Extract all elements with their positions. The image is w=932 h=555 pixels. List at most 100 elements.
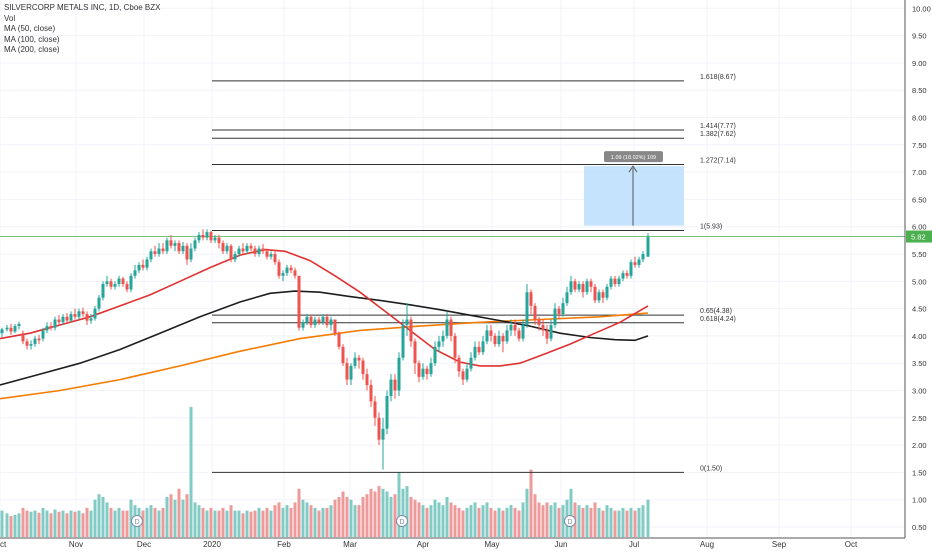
volume-bar bbox=[217, 510, 221, 537]
dividend-marker bbox=[396, 515, 408, 527]
volume-bar bbox=[185, 494, 189, 537]
volume-bar bbox=[117, 507, 121, 537]
candle-body bbox=[257, 248, 261, 254]
candle-body bbox=[0, 329, 4, 334]
candle-body bbox=[133, 270, 137, 276]
volume-bar bbox=[421, 505, 425, 537]
volume-bar bbox=[585, 505, 589, 537]
fib-label: 0.618(4.24) bbox=[700, 316, 736, 323]
volume-bar bbox=[65, 513, 69, 537]
candle-body bbox=[81, 311, 85, 315]
y-tick-label: 7.50 bbox=[912, 141, 927, 150]
candle-body bbox=[317, 319, 321, 323]
candle-body bbox=[529, 292, 533, 306]
legend-ma200[interactable]: MA (200, close) bbox=[4, 45, 60, 54]
candle-body bbox=[557, 308, 561, 315]
volume-bar bbox=[389, 496, 393, 537]
fib-label: 1.618(8.67) bbox=[700, 74, 736, 81]
volume-bar bbox=[229, 505, 233, 537]
volume-bar bbox=[0, 510, 4, 537]
candle-body bbox=[581, 284, 585, 293]
candle-body bbox=[13, 326, 17, 332]
y-tick-label: 8.00 bbox=[912, 114, 927, 123]
volume-bar bbox=[125, 510, 129, 537]
candle-body bbox=[493, 335, 497, 345]
candle-body bbox=[109, 281, 113, 287]
volume-bar bbox=[357, 505, 361, 537]
volume-bar bbox=[465, 507, 469, 537]
volume-bar bbox=[197, 505, 201, 537]
y-tick-label: 5.00 bbox=[912, 277, 927, 286]
candle-body bbox=[145, 259, 149, 268]
candle-body bbox=[641, 254, 645, 260]
candle-body bbox=[337, 333, 341, 347]
volume-bar bbox=[25, 510, 29, 537]
dividend-marker-label: D bbox=[399, 519, 404, 526]
volume-bar bbox=[169, 494, 173, 537]
volume-bar bbox=[325, 507, 329, 537]
volume-bar bbox=[633, 510, 637, 537]
candle-body bbox=[481, 341, 485, 353]
candle-body bbox=[141, 264, 145, 268]
candle-body bbox=[117, 278, 121, 285]
y-tick-label: 9.50 bbox=[912, 32, 927, 41]
candle-body bbox=[173, 243, 177, 246]
candle-body bbox=[357, 357, 361, 361]
volume-bar bbox=[333, 499, 337, 537]
volume-bar bbox=[353, 505, 357, 537]
volume-bar bbox=[621, 507, 625, 537]
candle-body bbox=[105, 281, 109, 285]
volume-bar bbox=[277, 502, 281, 537]
volume-bar bbox=[57, 511, 61, 537]
volume-bar bbox=[457, 507, 461, 537]
volume-bar bbox=[625, 510, 629, 537]
volume-bar bbox=[261, 510, 265, 537]
volume-bar bbox=[393, 494, 397, 537]
candle-body bbox=[417, 363, 421, 377]
volume-bar bbox=[449, 502, 453, 537]
legend-title[interactable]: SILVERCORP METALS INC, 1D, Cboe BZX bbox=[4, 3, 161, 12]
dividend-marker bbox=[131, 515, 143, 527]
candle-body bbox=[269, 254, 273, 257]
volume-bar bbox=[173, 499, 177, 537]
x-tick-label: Sep bbox=[772, 540, 787, 549]
legend-vol[interactable]: Vol bbox=[4, 13, 16, 23]
candle-body bbox=[377, 417, 381, 440]
candle-body bbox=[613, 278, 617, 285]
volume-bar bbox=[361, 496, 365, 537]
volume-bar bbox=[557, 507, 561, 537]
legend-ma100[interactable]: MA (100, close) bbox=[4, 34, 60, 44]
y-tick-label: 5.50 bbox=[912, 250, 927, 259]
volume-bar bbox=[345, 496, 349, 537]
ma100-line bbox=[0, 290, 649, 386]
candle-body bbox=[433, 346, 437, 364]
candle-body bbox=[485, 330, 489, 342]
candle-body bbox=[65, 316, 69, 321]
volume-bar bbox=[313, 507, 317, 537]
volume-bar bbox=[13, 514, 17, 537]
candle-body bbox=[425, 368, 429, 375]
candle-body bbox=[41, 330, 45, 339]
moving-averages bbox=[0, 248, 649, 400]
volume-bar bbox=[305, 502, 309, 537]
candle-body bbox=[621, 273, 625, 279]
candle-body bbox=[553, 308, 557, 325]
volume-bar bbox=[281, 507, 285, 537]
volume-bar bbox=[77, 510, 81, 537]
candle-body bbox=[341, 346, 345, 364]
y-tick-label: 0.50 bbox=[912, 523, 927, 532]
candle-body bbox=[537, 319, 541, 325]
volume-bars bbox=[0, 406, 650, 537]
volume-bar bbox=[241, 513, 245, 537]
candle-body bbox=[97, 297, 101, 309]
volume-bar bbox=[97, 494, 101, 537]
volume-bar bbox=[245, 510, 249, 537]
volume-bar bbox=[181, 499, 185, 537]
candle-body bbox=[413, 341, 417, 364]
candle-body bbox=[353, 357, 357, 366]
volume-bar bbox=[129, 499, 133, 537]
legend-ma50[interactable]: MA (50, close) bbox=[4, 24, 56, 33]
volume-bar bbox=[37, 512, 41, 537]
volume-bar bbox=[617, 510, 621, 537]
